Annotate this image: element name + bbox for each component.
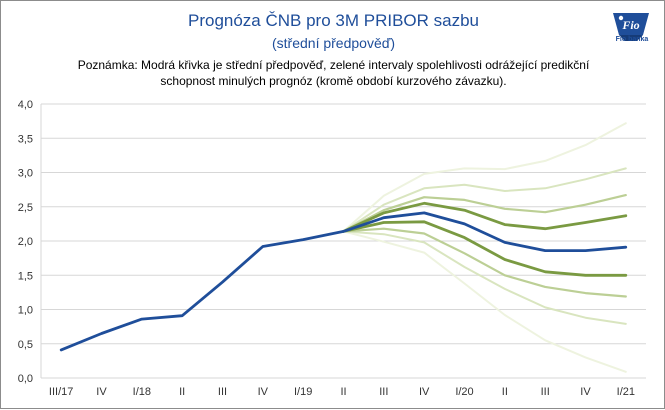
y-tick-label: 2,5	[18, 202, 33, 214]
x-tick-label: II	[340, 386, 346, 398]
x-tick-label: II	[179, 386, 185, 398]
x-tick-label: I/19	[294, 386, 312, 398]
x-tick-label: IV	[419, 386, 430, 398]
central-forecast-line	[61, 213, 626, 350]
y-tick-label: 2,0	[18, 236, 33, 248]
x-tick-label: IV	[96, 386, 107, 398]
x-tick-label: I/18	[133, 386, 151, 398]
y-tick-label: 0,5	[18, 339, 33, 351]
y-tick-label: 0,0	[18, 373, 33, 385]
band-3-lower-line	[344, 231, 626, 324]
x-tick-label: III	[379, 386, 388, 398]
x-tick-label: IV	[580, 386, 591, 398]
x-tick-label: I/21	[617, 386, 635, 398]
band-outer-lower-line	[344, 231, 626, 371]
x-tick-label: II	[502, 386, 508, 398]
y-tick-label: 3,5	[18, 133, 33, 145]
x-tick-label: I/20	[455, 386, 473, 398]
y-tick-label: 1,5	[18, 270, 33, 282]
y-tick-label: 3,0	[18, 168, 33, 180]
x-tick-label: III	[218, 386, 227, 398]
x-tick-label: IV	[258, 386, 269, 398]
y-tick-label: 4,0	[18, 99, 33, 111]
y-tick-label: 1,0	[18, 305, 33, 317]
x-tick-label: III	[541, 386, 550, 398]
band-outer-upper-line	[344, 123, 626, 231]
band-2-lower-line	[344, 229, 626, 297]
x-tick-label: III/17	[49, 386, 73, 398]
